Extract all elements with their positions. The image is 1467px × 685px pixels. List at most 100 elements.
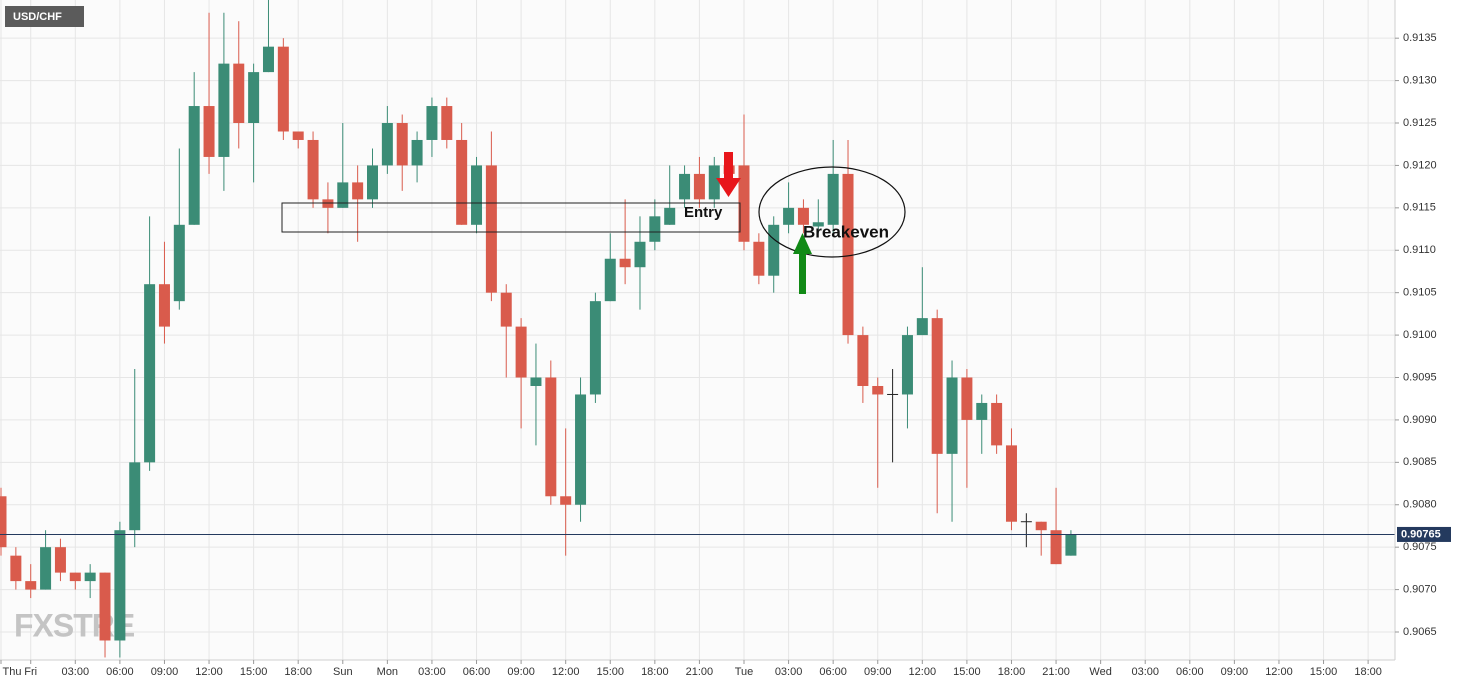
candle-body	[277, 46, 289, 132]
sell-arrow	[716, 152, 741, 197]
candle-body	[783, 207, 795, 225]
y-tick-label: 0.9085	[1403, 456, 1437, 468]
y-tick-label: 0.9130	[1403, 74, 1437, 86]
candle-body	[233, 63, 245, 124]
candle-body	[708, 165, 720, 200]
title-badge	[5, 6, 84, 27]
y-tick-label: 0.9100	[1403, 329, 1437, 341]
candle-body	[634, 241, 646, 268]
candles	[0, 0, 1077, 658]
candle-body	[500, 292, 512, 327]
candle-body	[54, 547, 66, 573]
y-tick-label: 0.9065	[1403, 626, 1437, 638]
x-tick-label: 09:00	[1221, 666, 1249, 678]
x-tick-label: 09:00	[507, 666, 535, 678]
x-tick-label: 03:00	[1131, 666, 1159, 678]
x-tick-label: Fri	[24, 666, 37, 678]
buy-arrow	[793, 233, 812, 294]
last-price-tag	[1397, 526, 1451, 542]
candle-body	[322, 199, 334, 208]
entry-zone	[281, 202, 741, 233]
axes: 0.9065 0.9070 0.9075 0.9080 0.9085 0.9090 0.90…	[0, 32, 1437, 678]
x-tick-label: 15:00	[953, 666, 981, 678]
x-tick-label: 15:00	[596, 666, 624, 678]
candle-body	[738, 165, 750, 242]
candle-body	[515, 326, 527, 378]
x-tick-label: 12:00	[909, 666, 937, 678]
candle-body	[1065, 534, 1077, 556]
x-tick-label: 15:00	[240, 666, 268, 678]
x-tick-label: 15:00	[1310, 666, 1338, 678]
candle-body	[441, 106, 453, 140]
candle-body	[857, 335, 869, 386]
candle-body	[991, 402, 1003, 446]
candle-body	[1005, 445, 1017, 522]
candle-body	[797, 207, 809, 225]
x-tick-label: Mon	[377, 666, 398, 678]
candle-body	[69, 572, 81, 582]
candle-body	[589, 301, 601, 395]
candle-body	[40, 547, 52, 590]
candle-body	[946, 377, 958, 454]
x-tick-label: 06:00	[106, 666, 134, 678]
candle-body	[1050, 530, 1062, 565]
x-tick-label: Tue	[735, 666, 754, 678]
candle-body	[114, 530, 126, 641]
candle-body	[456, 139, 468, 225]
candle-body	[931, 318, 943, 454]
x-tick-label: 06:00	[463, 666, 491, 678]
candle-body	[248, 72, 260, 124]
candle-body	[649, 216, 661, 242]
x-tick-label: 03:00	[62, 666, 90, 678]
x-tick-label: Wed	[1089, 666, 1111, 678]
candle-body	[307, 139, 319, 200]
candle-body	[768, 224, 780, 276]
candle-body	[99, 572, 111, 641]
candle-body	[901, 335, 913, 395]
x-tick-label: Thu	[3, 666, 22, 678]
breakeven-circle	[758, 166, 906, 258]
candle-body	[262, 46, 274, 73]
candle-body	[916, 318, 928, 336]
candle-body	[753, 241, 765, 276]
candle-body	[1035, 521, 1047, 531]
candle-body	[129, 462, 141, 531]
y-tick-label: 0.9115	[1403, 202, 1436, 214]
x-tick-label: 18:00	[998, 666, 1026, 678]
candle-body	[381, 123, 393, 166]
entry-label: Entry	[684, 204, 723, 221]
x-tick-label: 18:00	[1354, 666, 1382, 678]
candle-body	[872, 385, 884, 395]
candle-body	[25, 581, 37, 590]
x-tick-label: 12:00	[1265, 666, 1293, 678]
candle-body	[158, 284, 170, 327]
x-tick-label: Sun	[333, 666, 353, 678]
candle-body	[144, 284, 156, 463]
candle-body	[218, 63, 230, 157]
candle-body	[337, 182, 349, 208]
candle-body	[827, 173, 839, 225]
breakeven-label: Breakeven	[803, 222, 889, 241]
chart-title: USD/CHF	[13, 11, 62, 23]
x-tick-label: 12:00	[552, 666, 580, 678]
candle-body	[1020, 521, 1032, 523]
candle-body	[188, 106, 200, 225]
y-tick-label: 0.9120	[1403, 159, 1437, 171]
candle-body	[693, 173, 705, 200]
x-tick-label: 09:00	[864, 666, 892, 678]
candle-body	[976, 402, 988, 420]
candle-body	[619, 258, 631, 268]
candle-body	[203, 106, 215, 157]
y-tick-label: 0.9070	[1403, 583, 1437, 595]
y-tick-label: 0.9080	[1403, 499, 1437, 511]
candle-body	[887, 393, 899, 395]
candle-body	[485, 165, 497, 293]
y-tick-label: 0.9105	[1403, 287, 1437, 299]
x-tick-label: 21:00	[1042, 666, 1070, 678]
candle-body	[812, 222, 824, 227]
candle-body	[426, 106, 438, 140]
grid	[0, 0, 1395, 660]
x-tick-label: 03:00	[418, 666, 446, 678]
